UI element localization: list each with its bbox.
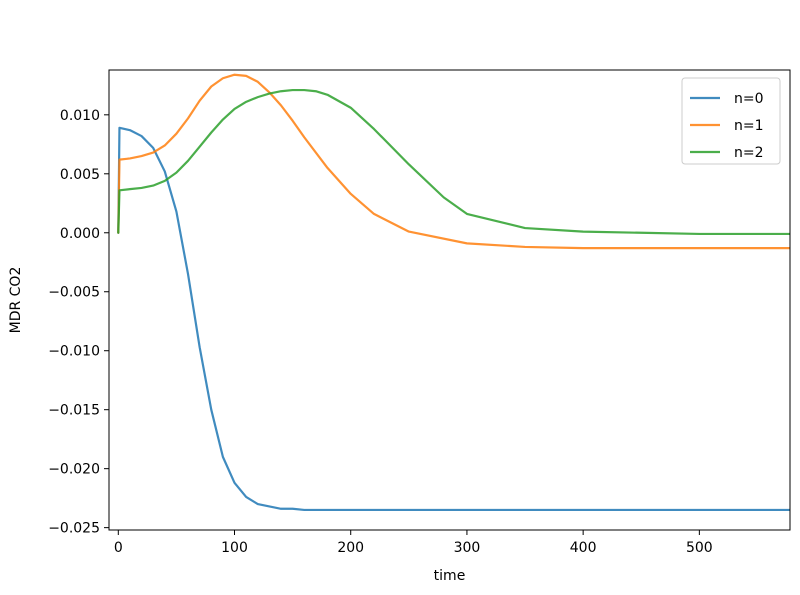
x-tick-label: 100 bbox=[221, 540, 248, 556]
x-tick-label: 400 bbox=[570, 540, 597, 556]
legend-label: n=1 bbox=[734, 118, 764, 134]
y-tick-label: −0.005 bbox=[48, 285, 100, 301]
y-axis: 0.010 0.005 0.000 −0.005 −0.010 −0.015 −0.020 −… bbox=[48, 108, 109, 537]
legend-label: n=0 bbox=[734, 91, 764, 107]
x-axis-label: time bbox=[434, 568, 466, 584]
legend-box bbox=[681, 77, 781, 165]
series-layer bbox=[117, 73, 790, 512]
y-tick-label: −0.025 bbox=[48, 521, 100, 537]
series-line-n-1 bbox=[117, 73, 790, 250]
legend-label: n=2 bbox=[734, 145, 764, 161]
y-tick-label: −0.020 bbox=[48, 462, 100, 478]
x-tick-label: 200 bbox=[337, 540, 364, 556]
series-line-n-0 bbox=[117, 126, 790, 512]
x-axis: 0 100 200 300 400 500 bbox=[114, 530, 713, 556]
plot-frame bbox=[108, 69, 791, 531]
x-tick-label: 300 bbox=[454, 540, 481, 556]
y-tick-label: −0.015 bbox=[48, 403, 100, 419]
x-tick-label: 0 bbox=[114, 540, 123, 556]
y-tick-label: 0.010 bbox=[60, 108, 100, 124]
y-tick-label: 0.005 bbox=[60, 167, 100, 183]
y-axis-label: MDR CO2 bbox=[8, 267, 24, 334]
x-tick-label: 500 bbox=[686, 540, 713, 556]
series-line-n-2 bbox=[117, 88, 790, 236]
y-tick-label: −0.010 bbox=[48, 344, 100, 360]
legend: n=0 n=1 n=2 bbox=[681, 77, 781, 165]
y-tick-label: 0.000 bbox=[60, 226, 100, 242]
